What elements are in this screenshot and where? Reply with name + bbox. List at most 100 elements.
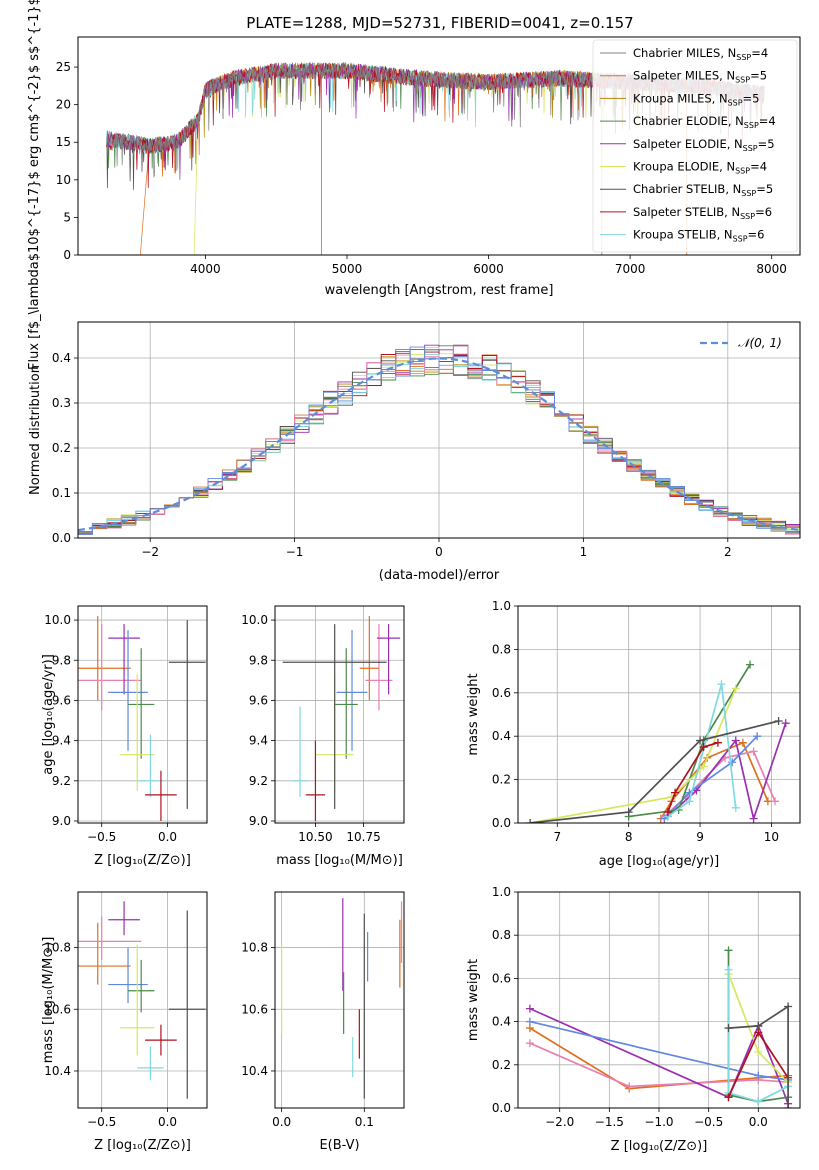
x-tick-label: 0.1 (355, 1115, 374, 1129)
series-marker (724, 946, 733, 955)
y-tick-label: 10 (56, 173, 71, 187)
error-bars (281, 898, 403, 1099)
legend-entry-name: Salpeter ELODIE, N (633, 137, 743, 151)
y-tick-label: 0.3 (52, 396, 71, 410)
age-vs-mass-panel: 10.50 10.75 9.0 9.2 9.4 9.6 9.8 10.0 mass [log₁₀… (241, 605, 405, 868)
series-marker (724, 965, 733, 974)
legend-entry-sub: SSP (735, 167, 750, 176)
series-marker (685, 797, 694, 806)
series-marker (663, 808, 672, 817)
y-tick-label: 9.4 (52, 734, 71, 748)
histogram-line (78, 346, 800, 537)
series (526, 660, 790, 823)
residuals-panel: −2 −1 0 1 2 0.0 0.1 0.2 0.3 0.4 𝒩(0, 1) (data-model… (28, 321, 801, 583)
mass-vs-Z-panel: −0.5 0.0 10.4 10.6 10.8 Z [log₁₀(Z/Z⊙)] mass [… (41, 891, 208, 1153)
x-tick-label: 2 (724, 545, 732, 559)
x-tick-label: −1 (286, 545, 304, 559)
x-tick-label: 7 (553, 830, 561, 844)
x-tick-label: 0.0 (158, 1115, 177, 1129)
legend-entry: Chabrier STELIB, NSSP=5 (633, 182, 773, 198)
series-marker (731, 736, 740, 745)
y-tick-label: 20 (56, 98, 71, 112)
series-marker (724, 1093, 733, 1102)
y-axis-label: mass [log₁₀(M/M⊙)] (41, 937, 56, 1064)
y-axis-label: mass weight (466, 673, 481, 755)
error-bars (282, 616, 401, 821)
y-tick-label: 1.0 (492, 599, 511, 613)
y-tick-label: 0.8 (492, 928, 511, 942)
axes-frame (77, 321, 801, 539)
y-tick-label: 0.0 (492, 1101, 511, 1115)
legend-entry-name: Salpeter MILES, N (633, 69, 735, 83)
y-tick-label: 9.0 (249, 814, 268, 828)
x-tick-label: 0.0 (749, 1115, 768, 1129)
legend-entry-count: =6 (755, 205, 772, 219)
axes-frame (77, 891, 208, 1109)
legend-entry-count: =4 (750, 160, 767, 174)
series-marker (717, 680, 726, 689)
legend-entry-name: Kroupa ELODIE, N (633, 160, 735, 174)
y-tick-label: 0.0 (492, 816, 511, 830)
x-axis-label: Z [log₁₀(Z/Z⊙)] (94, 1138, 191, 1153)
x-tick-label: 10.50 (298, 830, 332, 844)
series-marker (699, 762, 708, 771)
error-bars (78, 901, 206, 1099)
legend-entry-sub: SSP (736, 53, 751, 62)
x-tick-label: 8 (625, 830, 633, 844)
x-tick-label: 1 (580, 545, 588, 559)
legend-entry-sub: SSP (735, 76, 750, 85)
axes-frame (77, 605, 208, 824)
y-tick-label: 0.2 (492, 1058, 511, 1072)
x-tick-label: −0.5 (694, 1115, 723, 1129)
y-tick-label: 10.6 (44, 1002, 71, 1016)
x-tick-label: 10.75 (346, 830, 380, 844)
y-tick-label: 10.0 (44, 613, 71, 627)
y-axis-label: mass weight (466, 959, 481, 1041)
series-line (529, 1042, 789, 1088)
series-line (667, 741, 719, 813)
x-tick-label: 0.0 (158, 830, 177, 844)
series-line (529, 688, 737, 823)
series-marker (754, 1097, 763, 1106)
y-tick-label: 0.6 (492, 686, 511, 700)
y-tick-label: 0.6 (492, 971, 511, 985)
series-marker (781, 719, 790, 728)
x-axis-label: (data-model)/error (379, 568, 500, 583)
legend-entry-sub: SSP (741, 189, 756, 198)
y-tick-label: 0.2 (52, 441, 71, 455)
series-line (530, 720, 779, 823)
series-marker (771, 797, 780, 806)
legend-entry: Kroupa STELIB, NSSP=6 (633, 228, 764, 244)
series-marker (696, 736, 705, 745)
legend-entry-name: Salpeter STELIB, N (633, 205, 740, 219)
legend-entry-count: =5 (758, 137, 775, 151)
series-marker (738, 738, 747, 747)
series-marker (731, 684, 740, 693)
histograms (78, 344, 800, 538)
legend-entry-count: =5 (743, 91, 760, 105)
series-marker (624, 808, 633, 817)
legend-entry-sub: SSP (743, 144, 758, 153)
x-tick-label: −0.5 (87, 830, 116, 844)
series-marker (754, 1021, 763, 1030)
y-tick-label: 9.8 (52, 653, 71, 667)
axes-frame (274, 891, 405, 1109)
series-line (728, 1004, 789, 1108)
series-marker (746, 660, 755, 669)
x-axis-label: E(B-V) (319, 1138, 359, 1153)
legend-entry-count: =5 (756, 182, 773, 196)
y-axis-label: age [log₁₀(age/yr)] (41, 654, 56, 775)
series-marker (525, 1017, 534, 1026)
legend-entry-name: Kroupa MILES, N (633, 91, 728, 105)
x-tick-label: 0.0 (272, 1115, 291, 1129)
y-tick-label: 10.0 (241, 613, 268, 627)
y-tick-label: 9.2 (52, 774, 71, 788)
y-tick-label: 0.4 (492, 1015, 511, 1029)
x-tick-label: 0 (435, 545, 443, 559)
legend-entry: Chabrier ELODIE, NSSP=4 (633, 114, 776, 130)
series-marker (724, 1024, 733, 1033)
x-tick-label: 9 (696, 830, 704, 844)
y-tick-label: 9.6 (249, 693, 268, 707)
series-marker (763, 797, 772, 806)
x-tick-label: 7000 (615, 262, 646, 276)
